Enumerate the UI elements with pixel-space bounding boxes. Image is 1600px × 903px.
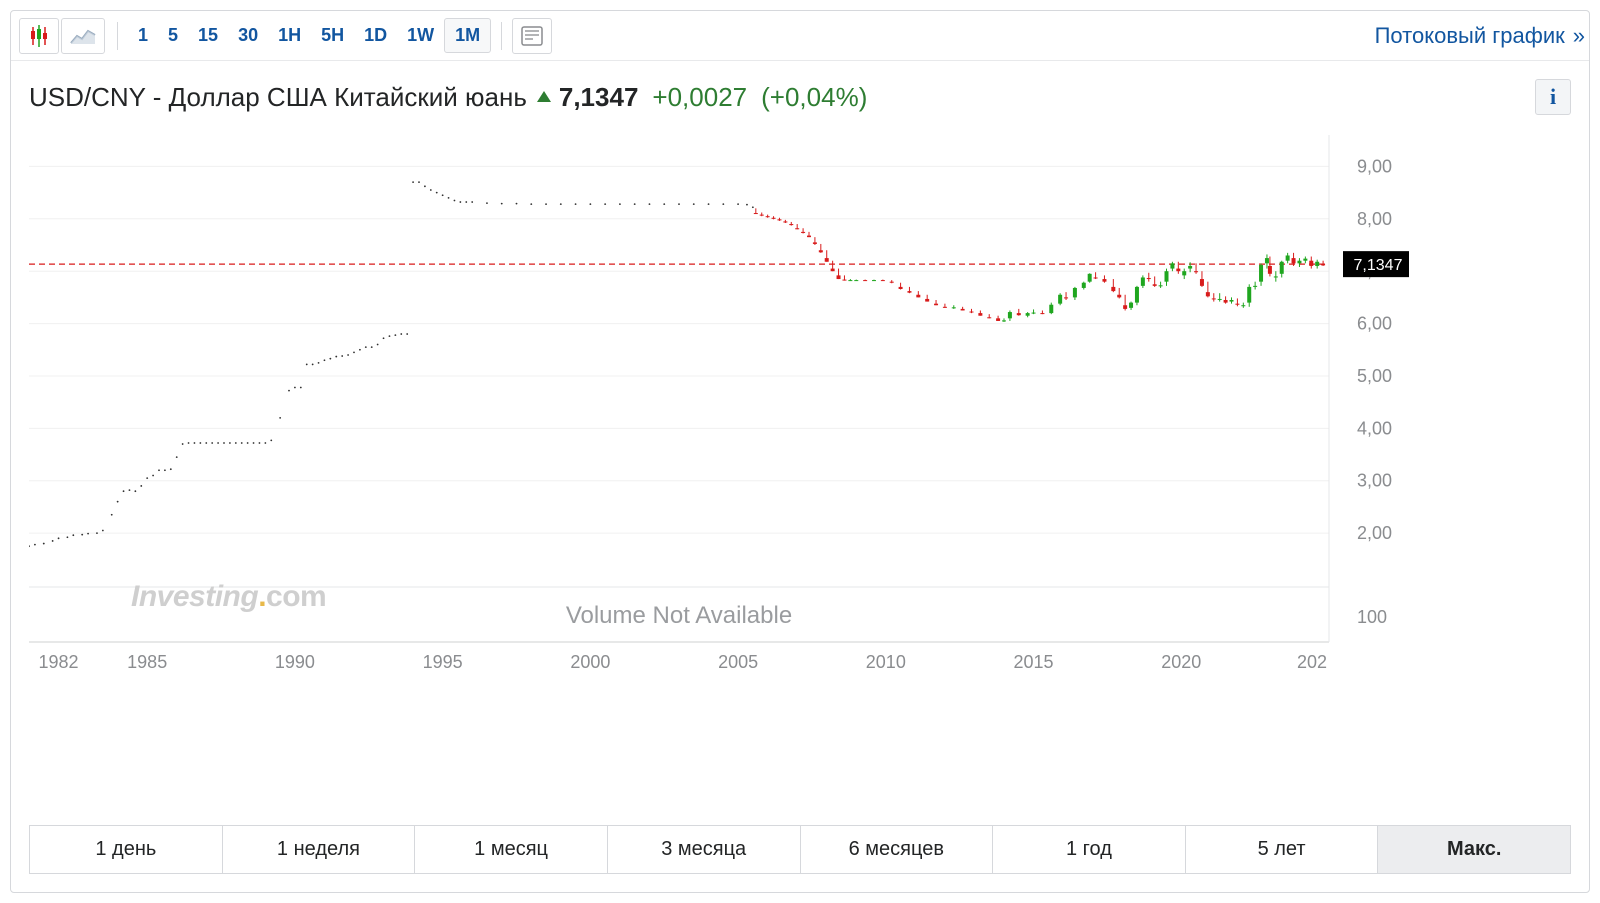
timeframe-5h[interactable]: 5H [311,19,354,52]
range-tabs: 1 день1 неделя1 месяц3 месяца6 месяцев1 … [29,825,1571,874]
svg-text:3,00: 3,00 [1357,471,1392,491]
svg-text:9,00: 9,00 [1357,156,1392,176]
watermark-dot: . [258,580,266,613]
range-tab[interactable]: 1 неделя [223,826,416,874]
svg-text:6,00: 6,00 [1357,314,1392,334]
range-tab[interactable]: 6 месяцев [801,826,994,874]
last-price: 7,1347 [559,82,639,113]
range-tab[interactable]: 1 день [29,826,223,874]
range-tab[interactable]: Макс. [1378,826,1571,874]
svg-text:2015: 2015 [1014,652,1054,672]
chart-container: 1515301H5H1D1W1M Потоковый график » USD/… [10,10,1590,893]
svg-text:4,00: 4,00 [1357,418,1392,438]
timeframe-1[interactable]: 1 [128,19,158,52]
chart-header: USD/CNY - Доллар США Китайский юань 7,13… [11,61,1589,125]
timeframe-1w[interactable]: 1W [397,19,444,52]
svg-text:2,00: 2,00 [1357,523,1392,543]
svg-text:202: 202 [1297,652,1327,672]
candlestick-chart-type-button[interactable] [19,18,59,54]
range-tab[interactable]: 3 месяца [608,826,801,874]
svg-text:5,00: 5,00 [1357,366,1392,386]
price-change-abs: +0,0027 [652,82,747,113]
range-tab[interactable]: 1 месяц [415,826,608,874]
svg-text:1995: 1995 [423,652,463,672]
timeframe-1m[interactable]: 1M [444,18,491,53]
range-tab[interactable]: 1 год [993,826,1186,874]
double-chevron-right-icon: » [1573,23,1581,49]
svg-text:2020: 2020 [1161,652,1201,672]
svg-text:100: 100 [1357,607,1387,627]
svg-text:2000: 2000 [570,652,610,672]
news-icon-button[interactable] [512,18,552,54]
svg-text:8,00: 8,00 [1357,209,1392,229]
toolbar-separator [501,22,502,50]
svg-text:1985: 1985 [127,652,167,672]
watermark-suffix: com [266,580,326,613]
timeframe-buttons: 1515301H5H1D1W1M [128,18,491,53]
info-button[interactable]: i [1535,79,1571,115]
timeframe-1d[interactable]: 1D [354,19,397,52]
svg-text:1990: 1990 [275,652,315,672]
timeframe-30[interactable]: 30 [228,19,268,52]
watermark: Investing.com [131,580,326,614]
svg-text:Volume Not Available: Volume Not Available [566,602,792,629]
svg-text:1982: 1982 [39,652,79,672]
line-chart-type-button[interactable] [61,18,105,54]
timeframe-5[interactable]: 5 [158,19,188,52]
chart-area[interactable]: 2,003,004,005,006,007,008,009,007,1347Vo… [11,125,1589,807]
streaming-chart-label: Потоковый график [1375,23,1565,49]
watermark-prefix: Investing [131,580,258,613]
chart-toolbar: 1515301H5H1D1W1M Потоковый график » [11,11,1589,61]
svg-text:2010: 2010 [866,652,906,672]
triangle-up-icon [537,91,551,102]
toolbar-separator [117,22,118,50]
timeframe-1h[interactable]: 1H [268,19,311,52]
range-tab[interactable]: 5 лет [1186,826,1379,874]
streaming-chart-link[interactable]: Потоковый график » [1375,23,1581,49]
instrument-name: USD/CNY - Доллар США Китайский юань [29,82,527,113]
svg-text:2005: 2005 [718,652,758,672]
svg-text:7,1347: 7,1347 [1354,257,1403,274]
timeframe-15[interactable]: 15 [188,19,228,52]
price-change-pct: (+0,04%) [761,82,867,113]
